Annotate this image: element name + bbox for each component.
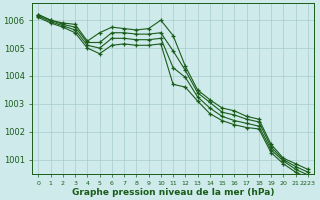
X-axis label: Graphe pression niveau de la mer (hPa): Graphe pression niveau de la mer (hPa) bbox=[72, 188, 274, 197]
